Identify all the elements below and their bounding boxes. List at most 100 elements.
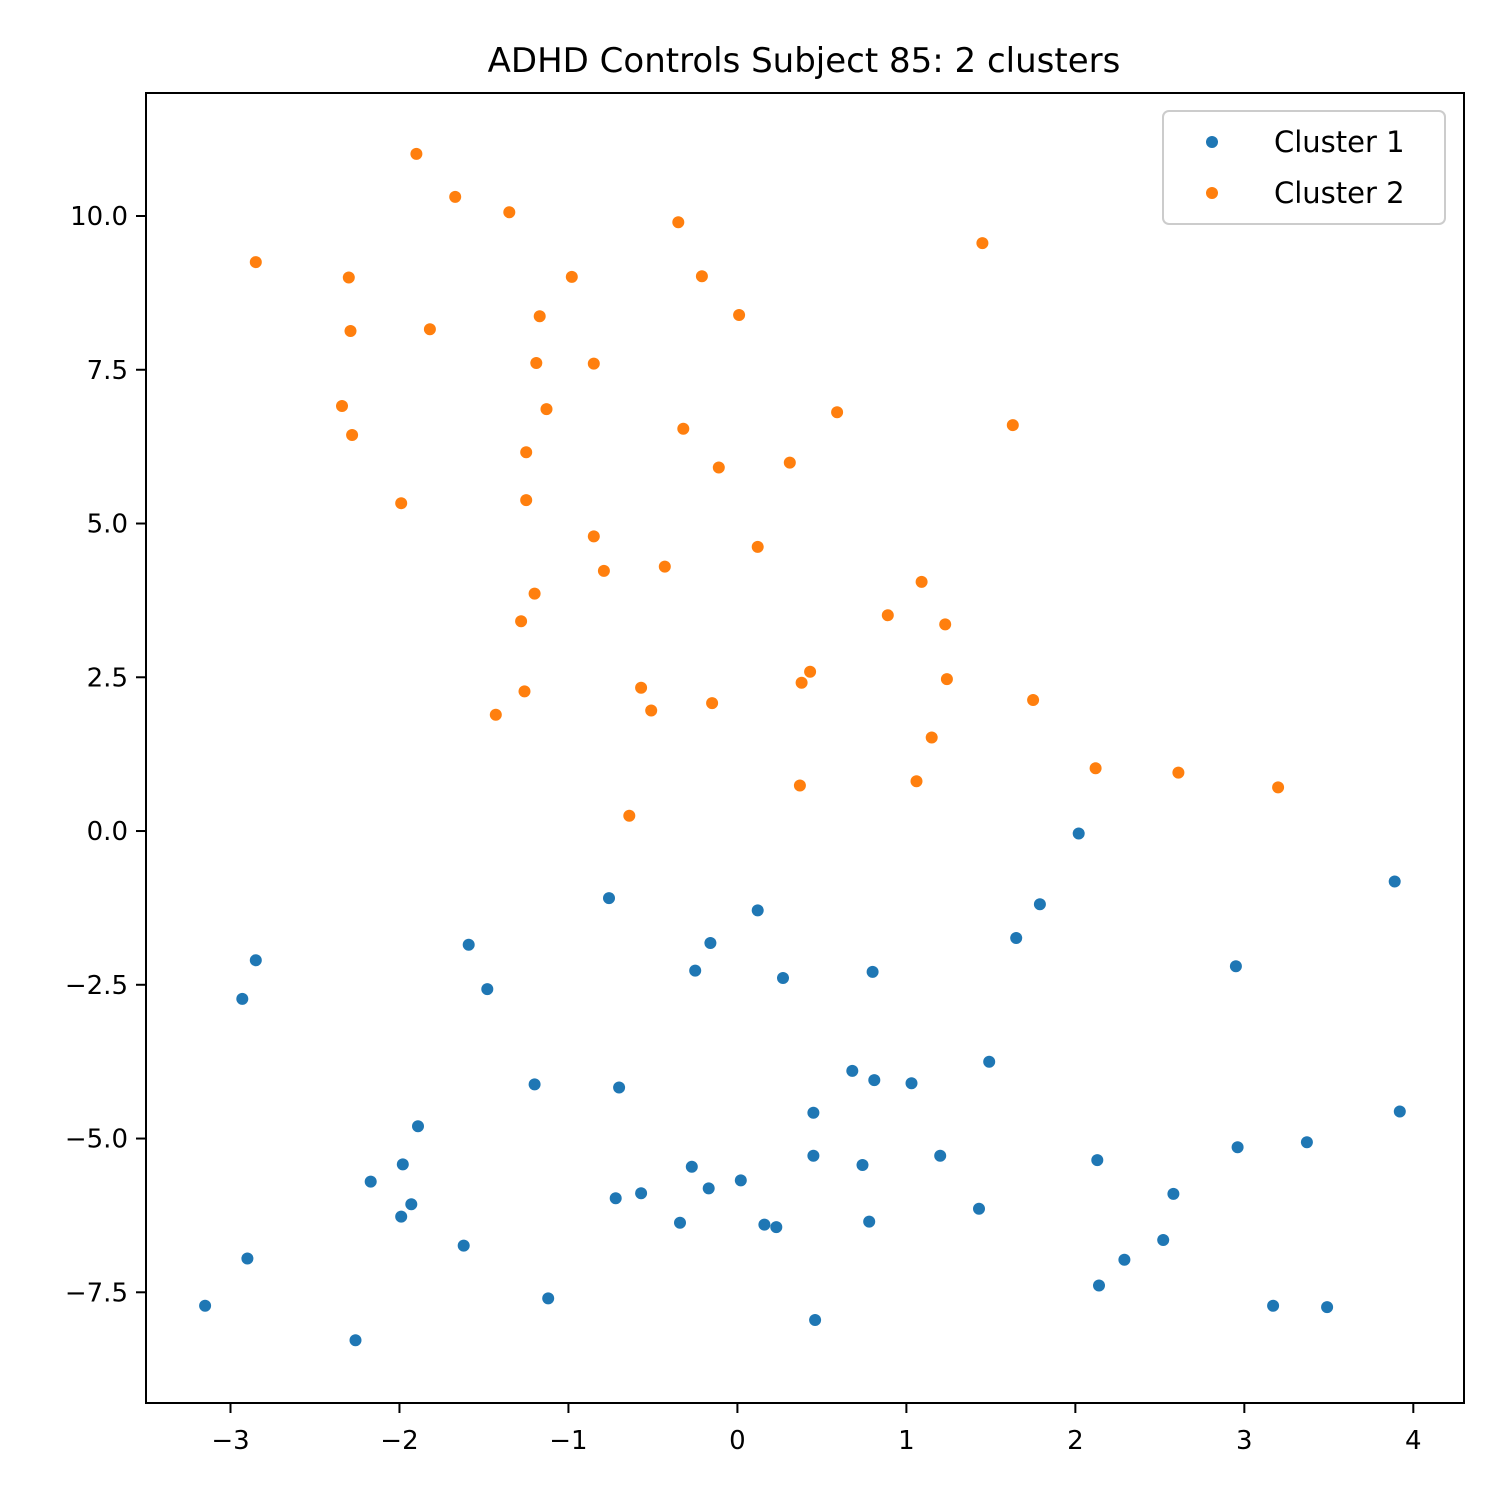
point-cluster-1-30 [807, 1106, 820, 1119]
point-cluster-1-25 [734, 1174, 747, 1187]
point-cluster-2-28 [672, 216, 685, 229]
series-cluster-1 [199, 827, 1406, 1347]
y-tick-label-2: −5.0 [65, 1125, 128, 1155]
point-cluster-1-37 [868, 1074, 881, 1087]
point-cluster-2-11 [503, 206, 516, 219]
point-cluster-1-52 [1267, 1299, 1280, 1312]
point-cluster-1-55 [1388, 875, 1401, 888]
point-cluster-2-27 [658, 560, 671, 573]
point-cluster-2-21 [587, 357, 600, 370]
point-cluster-2-9 [449, 190, 462, 203]
point-cluster-2-51 [1272, 781, 1285, 794]
points-layer [199, 147, 1406, 1347]
point-cluster-2-36 [793, 779, 806, 792]
x-axis: −3 −2 −1 0 1 2 3 4 [211, 1403, 1422, 1456]
point-cluster-2-26 [645, 704, 658, 717]
x-tick-label-5: 1 [898, 1426, 915, 1456]
point-cluster-1-26 [751, 904, 764, 917]
x-tick-label-8: 4 [1405, 1426, 1422, 1456]
point-cluster-2-34 [751, 540, 764, 553]
x-tick-label-6: 2 [1067, 1426, 1084, 1456]
legend-label-cluster-2: Cluster 2 [1274, 176, 1405, 210]
y-tick-label-3: −2.5 [65, 971, 128, 1001]
y-tick-label-1: −7.5 [65, 1278, 128, 1308]
point-cluster-1-49 [1167, 1187, 1180, 1200]
point-cluster-1-12 [462, 938, 475, 951]
x-tick-label-3: −1 [549, 1426, 587, 1456]
point-cluster-1-11 [457, 1239, 470, 1252]
point-cluster-1-39 [934, 1149, 947, 1162]
point-cluster-2-45 [940, 673, 953, 686]
point-cluster-1-24 [702, 1182, 715, 1195]
point-cluster-1-20 [674, 1216, 686, 1229]
x-tick-label-1: −3 [211, 1426, 249, 1456]
legend: Cluster 1 Cluster 2 [1162, 110, 1446, 225]
point-cluster-2-22 [587, 530, 600, 543]
point-cluster-2-43 [925, 731, 938, 744]
point-cluster-2-16 [528, 587, 541, 600]
point-cluster-2-18 [533, 310, 546, 323]
point-cluster-1-9 [405, 1198, 418, 1211]
point-cluster-2-25 [635, 681, 648, 694]
point-cluster-1-38 [905, 1077, 918, 1090]
point-cluster-1-36 [866, 965, 879, 978]
x-tick-label-2: −2 [380, 1426, 418, 1456]
point-cluster-1-27 [758, 1218, 771, 1231]
y-axis: −7.5 −5.0 −2.5 0.0 2.5 5.0 7.5 10.0 [65, 202, 146, 1308]
y-tick-label-4: 0.0 [87, 817, 128, 847]
point-cluster-1-35 [863, 1215, 876, 1228]
point-cluster-1-43 [1033, 898, 1046, 911]
y-tick-label-6: 5.0 [87, 510, 128, 540]
point-cluster-1-29 [777, 972, 789, 984]
point-cluster-1-1 [199, 1299, 212, 1312]
point-cluster-2-48 [1027, 694, 1040, 706]
point-cluster-1-13 [481, 983, 494, 996]
point-cluster-2-8 [423, 323, 436, 336]
point-cluster-1-2 [249, 954, 262, 967]
point-cluster-1-28 [770, 1221, 783, 1234]
point-cluster-1-51 [1231, 1141, 1244, 1154]
point-cluster-1-45 [1091, 1154, 1104, 1167]
point-cluster-2-49 [1089, 762, 1102, 775]
point-cluster-1-7 [396, 1158, 409, 1171]
point-cluster-2-30 [695, 270, 708, 283]
point-cluster-1-54 [1321, 1301, 1334, 1314]
point-cluster-2-15 [520, 494, 533, 507]
point-cluster-2-24 [623, 809, 636, 822]
y-tick-label-8: 10.0 [70, 202, 128, 232]
point-cluster-2-3 [344, 325, 357, 337]
point-cluster-1-22 [689, 964, 702, 977]
point-cluster-2-35 [783, 456, 796, 469]
point-cluster-1-34 [856, 1159, 869, 1171]
point-cluster-2-42 [915, 575, 928, 588]
point-cluster-1-46 [1093, 1279, 1105, 1292]
point-cluster-2-41 [910, 775, 923, 788]
point-cluster-2-12 [515, 615, 528, 628]
point-cluster-1-16 [603, 892, 615, 905]
point-cluster-2-5 [346, 429, 359, 441]
point-cluster-1-17 [613, 1081, 626, 1094]
point-cluster-2-33 [733, 309, 746, 321]
legend-box [1162, 110, 1446, 225]
point-cluster-2-10 [489, 708, 502, 721]
point-cluster-1-42 [1010, 932, 1023, 944]
x-tick-label-4: 0 [729, 1426, 746, 1456]
point-cluster-1-23 [704, 937, 717, 949]
point-cluster-2-29 [677, 422, 690, 435]
point-cluster-1-31 [807, 1149, 820, 1162]
point-cluster-2-20 [565, 270, 578, 283]
legend-marker-cluster-1 [1206, 136, 1218, 148]
point-cluster-2-4 [336, 400, 348, 412]
point-cluster-1-47 [1118, 1253, 1131, 1266]
point-cluster-1-4 [241, 1252, 254, 1265]
point-cluster-2-32 [712, 461, 725, 474]
point-cluster-1-40 [973, 1202, 985, 1215]
point-cluster-2-6 [395, 497, 408, 510]
plot-frame [145, 92, 1465, 1404]
point-cluster-1-56 [1393, 1105, 1406, 1118]
point-cluster-1-53 [1300, 1136, 1313, 1149]
point-cluster-2-40 [881, 609, 894, 622]
point-cluster-2-14 [520, 446, 533, 459]
